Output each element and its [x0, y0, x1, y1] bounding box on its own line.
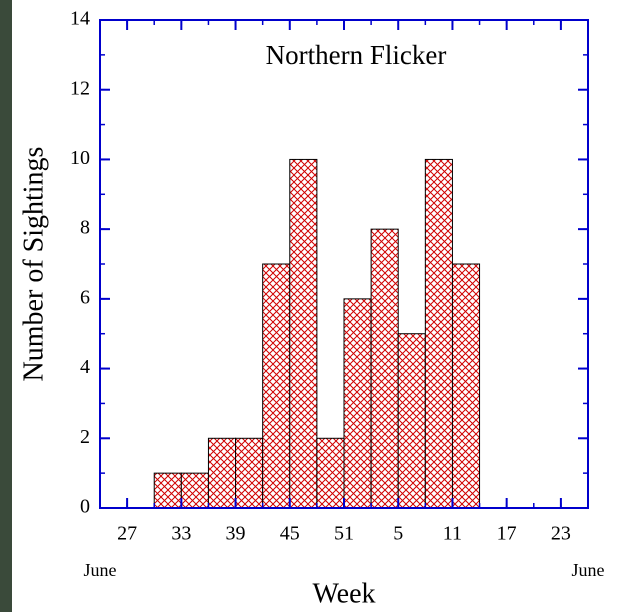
annotation: June: [84, 560, 117, 580]
bar: [370, 228, 399, 509]
bar: [235, 437, 264, 509]
y-tick-label: 6: [80, 286, 90, 308]
x-tick-label: 17: [497, 523, 517, 545]
x-tick-label: 23: [551, 523, 571, 545]
annotation: June: [572, 560, 605, 580]
x-axis-label: Week: [312, 578, 375, 609]
photo-strip: [0, 0, 12, 612]
y-tick-label: 10: [70, 147, 90, 169]
y-tick-label: 2: [80, 426, 90, 448]
bar: [262, 263, 291, 509]
bar: [153, 472, 182, 509]
x-tick-label: 45: [280, 523, 300, 545]
y-tick-label: 14: [70, 8, 90, 30]
y-tick-label: 8: [80, 217, 90, 239]
plot-frame: [99, 19, 589, 509]
x-tick-label: 27: [117, 523, 137, 545]
bar: [451, 263, 481, 509]
bar: [316, 437, 345, 509]
bar: [424, 158, 453, 509]
bar: [289, 158, 318, 509]
x-tick-label: 11: [443, 523, 462, 545]
y-tick-label: 0: [80, 496, 90, 518]
x-tick-label: 33: [171, 523, 191, 545]
x-tick-label: 51: [334, 523, 354, 545]
x-tick-label: 39: [226, 523, 246, 545]
bar: [180, 472, 209, 509]
y-axis-label: Number of Sightings: [18, 147, 49, 382]
y-tick-label: 12: [70, 77, 90, 99]
bar: [343, 298, 372, 509]
y-tick-label: 4: [80, 356, 90, 378]
x-tick-label: 5: [393, 523, 403, 545]
bar: [397, 333, 426, 509]
chart-title: Northern Flicker: [266, 40, 447, 70]
bar: [207, 437, 237, 509]
